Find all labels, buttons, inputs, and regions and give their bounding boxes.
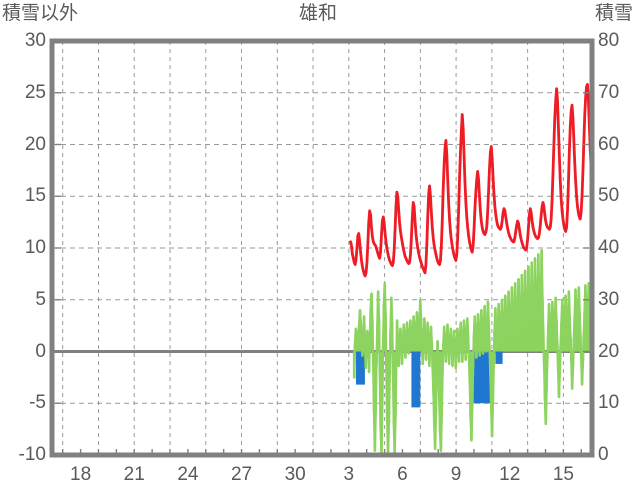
y-right-tick-3: 30: [598, 288, 620, 310]
y-right-tick-0: 0: [598, 444, 609, 465]
x-tick-0: 18: [70, 464, 92, 485]
x-tick-5: 3: [343, 464, 355, 485]
x-tick-2: 24: [177, 464, 199, 485]
x-tick-4: 30: [284, 464, 306, 485]
x-tick-3: 27: [230, 464, 253, 485]
y-left-tick-4: 10: [24, 237, 46, 258]
y-right-tick-1: 10: [598, 392, 620, 414]
y-left-tick-8: 30: [24, 30, 46, 51]
red-series: [349, 83, 594, 278]
green-series: [352, 248, 594, 456]
y-left-tick-5: 15: [24, 185, 46, 207]
y-left-tick-0: -10: [18, 444, 46, 465]
y-right-tick-6: 60: [598, 133, 620, 155]
right-axis-title: 積雪: [594, 3, 633, 24]
y-right-tick-5: 50: [598, 185, 620, 207]
y-left-tick-1: -5: [29, 392, 46, 414]
chart-title: 雄和: [298, 3, 337, 24]
y-left-tick-7: 25: [24, 81, 46, 103]
plot-frame: [49, 38, 595, 458]
axis-ticks: [55, 40, 589, 456]
y-right-tick-7: 70: [598, 81, 620, 103]
x-tick-1: 21: [123, 464, 145, 485]
y-right-tick-4: 40: [598, 237, 620, 258]
blue-series: [355, 351, 503, 408]
x-tick-7: 9: [450, 464, 462, 485]
y-right-tick-8: 80: [598, 30, 620, 51]
y-left-tick-2: 0: [35, 340, 46, 362]
x-tick-6: 6: [397, 464, 408, 485]
y-left-tick-3: 5: [35, 288, 46, 310]
y-right-tick-2: 20: [598, 340, 620, 362]
y-left-tick-6: 20: [24, 133, 46, 155]
left-axis-title: 積雪以外: [2, 3, 79, 24]
gridlines: [52, 41, 592, 455]
x-tick-8: 12: [499, 464, 521, 485]
x-tick-9: 15: [552, 464, 574, 485]
